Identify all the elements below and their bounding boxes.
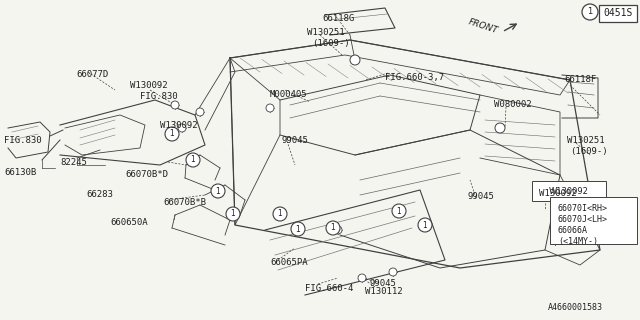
Text: 66070B*B: 66070B*B <box>163 198 206 207</box>
FancyBboxPatch shape <box>550 197 637 244</box>
Text: W130092: W130092 <box>539 189 577 198</box>
Text: W130251: W130251 <box>307 28 344 37</box>
Text: 66118F: 66118F <box>564 75 596 84</box>
Text: FIG.660-4: FIG.660-4 <box>305 284 353 293</box>
Circle shape <box>582 4 598 20</box>
Text: A4660001583: A4660001583 <box>548 303 603 312</box>
Text: 1: 1 <box>331 223 335 233</box>
Text: 1: 1 <box>230 210 236 219</box>
Text: 1: 1 <box>588 7 593 17</box>
Text: (<14MY-): (<14MY-) <box>558 237 598 246</box>
Circle shape <box>196 108 204 116</box>
Text: 66066A: 66066A <box>558 226 588 235</box>
Text: FIG.660-3,7: FIG.660-3,7 <box>385 73 444 82</box>
Circle shape <box>291 222 305 236</box>
FancyBboxPatch shape <box>599 5 637 22</box>
Text: 66065PA: 66065PA <box>270 258 308 267</box>
Text: W130251: W130251 <box>567 136 605 145</box>
Text: 66070J<LH>: 66070J<LH> <box>558 215 608 224</box>
Text: M000405: M000405 <box>270 90 308 99</box>
Circle shape <box>389 268 397 276</box>
Text: 66070B*D: 66070B*D <box>125 170 168 179</box>
Text: FRONT: FRONT <box>467 17 499 35</box>
Text: 1: 1 <box>422 220 428 229</box>
Text: 1: 1 <box>191 156 195 164</box>
Circle shape <box>165 127 179 141</box>
Circle shape <box>273 207 287 221</box>
Text: 99045: 99045 <box>281 136 308 145</box>
Circle shape <box>418 218 432 232</box>
Text: W130092: W130092 <box>130 81 168 90</box>
Circle shape <box>350 55 360 65</box>
Text: W080002: W080002 <box>494 100 532 109</box>
Text: W130112: W130112 <box>365 287 403 296</box>
Text: 66130B: 66130B <box>4 168 36 177</box>
Circle shape <box>186 153 200 167</box>
Text: 99045: 99045 <box>468 192 495 201</box>
Circle shape <box>358 274 366 282</box>
Text: 66283: 66283 <box>86 190 113 199</box>
Text: 82245: 82245 <box>60 158 87 167</box>
FancyBboxPatch shape <box>532 181 606 201</box>
Text: 66070I<RH>: 66070I<RH> <box>558 204 608 213</box>
Text: 99045: 99045 <box>369 279 396 288</box>
Circle shape <box>226 207 240 221</box>
Circle shape <box>211 184 225 198</box>
Circle shape <box>326 221 340 235</box>
Text: FIG.830: FIG.830 <box>140 92 178 101</box>
Text: 66118G: 66118G <box>322 14 355 23</box>
Circle shape <box>495 123 505 133</box>
Text: 1: 1 <box>278 210 282 219</box>
Text: 660650A: 660650A <box>110 218 148 227</box>
Circle shape <box>392 204 406 218</box>
Circle shape <box>266 104 274 112</box>
Text: 66077D: 66077D <box>76 70 108 79</box>
Text: W130092: W130092 <box>549 187 589 196</box>
Text: 1: 1 <box>216 187 220 196</box>
Text: FIG.830: FIG.830 <box>4 136 42 145</box>
Text: 1: 1 <box>296 225 300 234</box>
Text: (1609-): (1609-) <box>312 39 349 48</box>
Circle shape <box>334 226 342 234</box>
Text: 1: 1 <box>397 206 401 215</box>
Circle shape <box>171 101 179 109</box>
Text: (1609-): (1609-) <box>570 147 607 156</box>
Text: 0451S: 0451S <box>604 8 633 18</box>
Circle shape <box>178 124 186 132</box>
Text: W130092: W130092 <box>160 121 198 130</box>
Text: 1: 1 <box>170 130 174 139</box>
